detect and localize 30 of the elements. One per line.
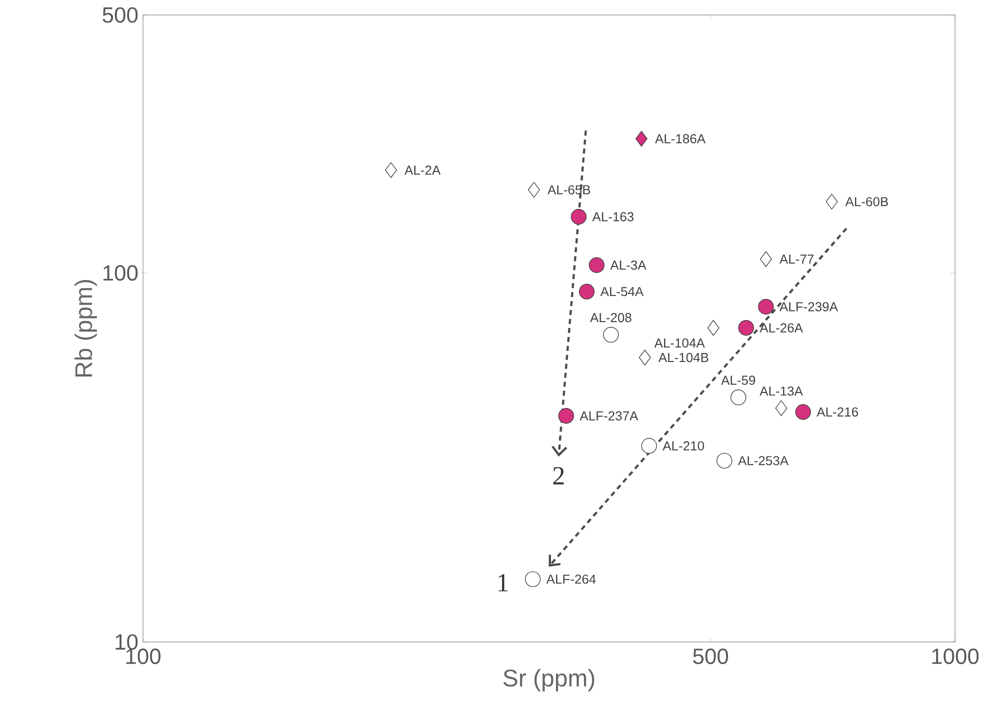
x-tick-label: 1000 bbox=[932, 648, 979, 664]
annotation: 1 bbox=[498, 574, 508, 592]
annotation: AL-186A bbox=[655, 134, 706, 144]
annotation: AL-60B bbox=[845, 197, 888, 206]
annotation: AL-13A bbox=[760, 386, 803, 396]
annotation: ALF-264 bbox=[546, 574, 596, 584]
annotation: AL-65B bbox=[548, 185, 590, 194]
y-tick-label: 500 bbox=[102, 7, 138, 23]
annotation: AL-26A bbox=[760, 323, 803, 332]
annotation: ALF-239A bbox=[780, 302, 838, 312]
annotation: AL-2A bbox=[404, 166, 441, 175]
annotation: AL-216 bbox=[816, 407, 858, 417]
x-axis-title: Sr (ppm) bbox=[503, 668, 594, 692]
y-axis-title: Rb (ppm) bbox=[74, 280, 97, 377]
annotation: AL-253A bbox=[738, 456, 788, 466]
x-tick-label: 100 bbox=[126, 648, 161, 664]
annotation: AL-54A bbox=[600, 287, 644, 296]
y-tick-label: 100 bbox=[103, 265, 138, 281]
annotation: AL-163 bbox=[592, 212, 634, 222]
annotation: AL-77 bbox=[780, 254, 814, 264]
annotation: AL-210 bbox=[662, 441, 704, 450]
annotation: 2 bbox=[553, 467, 564, 484]
annotation: AL-104B bbox=[658, 352, 708, 362]
annotation: AL-208 bbox=[590, 313, 632, 322]
x-tick-label: 500 bbox=[693, 648, 728, 664]
annotation: AL-104A bbox=[654, 338, 705, 348]
annotation: AL-3A bbox=[610, 260, 646, 270]
y-tick-label: 10 bbox=[116, 634, 138, 650]
annotation: AL-59 bbox=[721, 376, 756, 385]
annotation: ALF-237A bbox=[580, 411, 638, 420]
